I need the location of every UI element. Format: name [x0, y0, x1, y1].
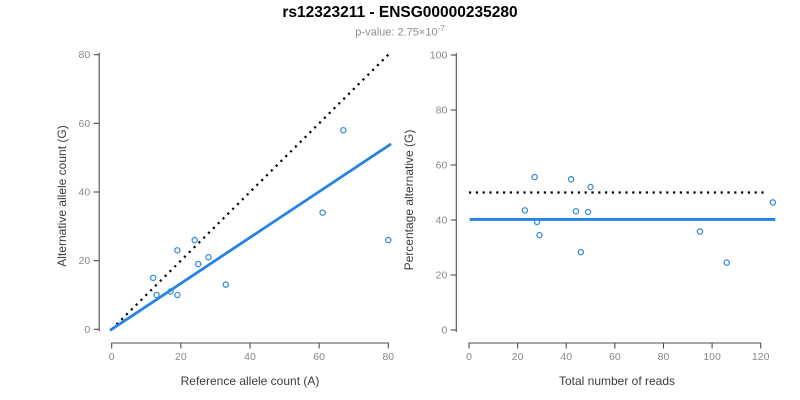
data-point [584, 208, 592, 216]
data-point [319, 209, 326, 216]
pvalue-text: p-value: 2.75×10 [355, 26, 438, 39]
x-tick-label: 20 [175, 351, 187, 363]
x-axis-title: Total number of reads [559, 374, 675, 388]
data-point [205, 253, 212, 261]
y-tick-label: 60 [79, 118, 91, 130]
data-point [174, 291, 181, 299]
y-tick-label: 0 [441, 325, 447, 337]
data-point [194, 260, 202, 268]
data-point [536, 231, 543, 239]
data-point [153, 291, 160, 299]
data-point [385, 236, 392, 244]
y-tick-label: 60 [436, 160, 448, 172]
data-point [222, 281, 230, 288]
data-point [572, 207, 580, 215]
x-tick-label: 20 [512, 351, 524, 363]
x-tick-label: 100 [703, 351, 721, 363]
plot-header: rs12323211 - ENSG00000235280 p-value: 2.… [0, 0, 800, 39]
y-tick-label: 40 [79, 187, 91, 199]
regression-line [109, 142, 392, 332]
y-axis-title: Percentage alternative (G) [402, 130, 416, 271]
data-point [340, 126, 347, 134]
y-tick-label: 40 [436, 215, 448, 227]
x-tick-label: 40 [244, 351, 256, 363]
y-tick-label: 20 [79, 255, 91, 267]
x-tick-label: 80 [382, 351, 394, 363]
x-tick-label: 60 [313, 351, 325, 363]
data-point [696, 228, 704, 235]
data-point [567, 176, 575, 183]
data-point [577, 248, 585, 256]
pvalue-exponent: -7 [437, 24, 445, 33]
plot-title: rs12323211 - ENSG00000235280 [282, 4, 518, 21]
y-tick-label: 80 [79, 49, 91, 61]
x-tick-label: 120 [752, 351, 770, 363]
y-tick-label: 100 [430, 50, 448, 62]
data-point [723, 259, 730, 266]
data-point [531, 173, 538, 181]
y-axis-title: Alternative allele count (G) [55, 125, 69, 266]
data-point [533, 218, 541, 226]
data-point [174, 247, 181, 254]
data-point [167, 288, 174, 295]
x-tick-label: 0 [109, 351, 115, 363]
x-tick-label: 60 [609, 351, 621, 363]
identity-line [110, 53, 390, 331]
y-tick-label: 0 [84, 324, 90, 336]
data-point [191, 236, 198, 244]
x-tick-label: 40 [560, 351, 572, 363]
allele-counts-scatter: 0 20 40 60 80 0 20 40 60 80 Reference allele count… [55, 49, 394, 388]
y-tick-label: 20 [436, 270, 448, 282]
x-tick-label: 0 [466, 351, 472, 363]
y-tick-label: 80 [436, 105, 448, 117]
x-tick-label: 80 [658, 351, 670, 363]
data-point [149, 274, 157, 282]
plot-subtitle: p-value: 2.75×10-7 [0, 24, 800, 39]
x-axis-title: Reference allele count (A) [181, 374, 320, 388]
data-point [521, 207, 529, 214]
data-point [769, 199, 777, 206]
percentage-scatter: 0 20 40 60 80 100 120 0 20 40 60 80 100 Total number … [402, 50, 777, 388]
data-point [587, 183, 594, 191]
